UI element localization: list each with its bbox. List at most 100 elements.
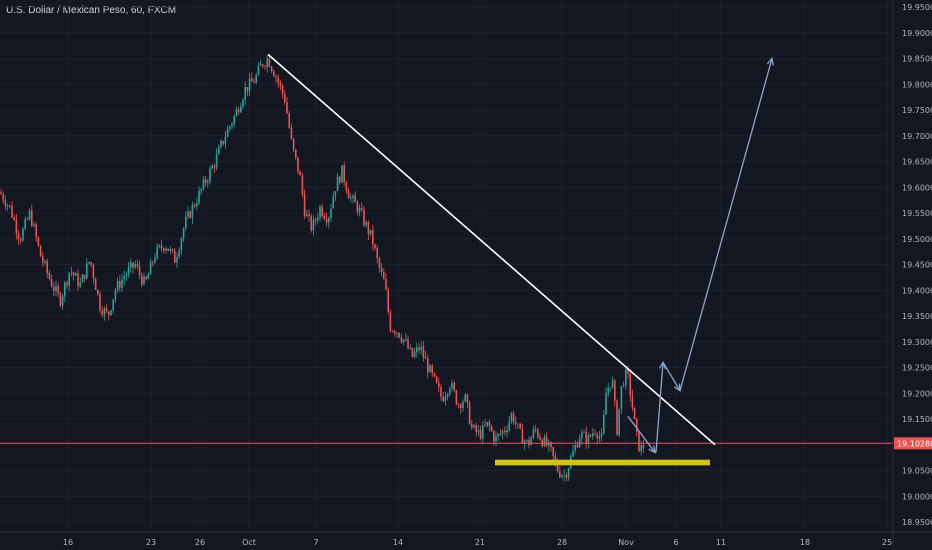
candle-body (468, 402, 471, 425)
candle-body (143, 276, 145, 285)
candle-body (330, 208, 332, 218)
candle-body (59, 293, 62, 306)
drawings[interactable] (267, 53, 774, 466)
candle-body (158, 245, 161, 247)
candle-body (319, 206, 321, 218)
candle-body (165, 248, 167, 251)
candle-body (471, 424, 473, 428)
y-tick-label: 19.55000 (902, 209, 932, 218)
candle-body (97, 289, 99, 294)
candle-body (374, 244, 376, 249)
candle-body (473, 425, 475, 428)
candle-body (308, 214, 310, 216)
candle-body (242, 99, 244, 107)
candle-body (501, 430, 504, 434)
candle-body (534, 429, 537, 431)
candle-body (389, 311, 392, 332)
candle-body (275, 76, 277, 78)
candle-body (607, 388, 609, 394)
candle-body (204, 179, 207, 183)
candle-body (402, 339, 405, 342)
candle-body (341, 165, 343, 183)
y-tick-label: 19.70000 (902, 132, 932, 141)
trendline[interactable] (267, 53, 716, 446)
candle-body (372, 229, 374, 245)
candle-body (517, 423, 519, 425)
candle-body (83, 274, 86, 279)
candle-body (306, 214, 308, 217)
candle-body (442, 396, 444, 402)
candle-body (264, 66, 266, 68)
candle-body (132, 262, 134, 268)
projection-arrow[interactable] (662, 362, 681, 392)
candle-body (581, 432, 583, 439)
y-tick-label: 19.75000 (902, 106, 932, 115)
candle-body (9, 205, 11, 207)
x-tick-label: 14 (393, 538, 403, 547)
candle-body (328, 217, 330, 223)
candle-body (642, 445, 645, 449)
candle-body (114, 290, 117, 300)
candle-body (438, 382, 440, 387)
candle-body (499, 433, 502, 435)
candle-body (55, 286, 57, 291)
candle-body (37, 237, 40, 246)
candle-body (457, 404, 460, 406)
candle-body (48, 272, 51, 280)
candle-body (512, 413, 515, 423)
candle-body (20, 239, 22, 241)
candle-body (449, 388, 451, 394)
candle-body (631, 395, 634, 408)
candle-body (490, 426, 493, 432)
current-price-value: 19.10280 (897, 439, 932, 448)
projection-arrow[interactable] (679, 58, 773, 391)
x-tick-label: 21 (475, 538, 485, 547)
candle-body (160, 245, 163, 249)
candle-body (266, 58, 268, 67)
candle-body (50, 279, 53, 287)
candle-body (361, 208, 363, 211)
candle-body (301, 175, 304, 195)
x-tick-label: 26 (195, 538, 205, 547)
projection-arrow[interactable] (655, 362, 664, 453)
y-tick-label: 19.95000 (902, 3, 932, 12)
candle-body (409, 347, 411, 349)
candle-body (365, 222, 367, 226)
candle-body (277, 77, 279, 83)
candle-body (176, 256, 178, 263)
candle-body (339, 176, 341, 183)
support-zone[interactable] (495, 459, 710, 466)
candle-body (543, 436, 546, 446)
candle-body (609, 387, 612, 389)
candle-body (385, 279, 387, 290)
candle-body (218, 147, 220, 155)
candle-body (154, 257, 156, 263)
candle-body (268, 58, 271, 67)
projection-arrow[interactable] (627, 416, 656, 453)
candle-body (640, 445, 642, 452)
candle-body (317, 217, 319, 221)
candle-body (248, 78, 251, 92)
y-tick-label: 19.60000 (902, 183, 932, 192)
y-tick-label: 19.05000 (902, 467, 932, 476)
candle-body (24, 219, 26, 229)
candle-body (4, 200, 7, 207)
candle-body (145, 276, 147, 280)
candle-body (105, 308, 108, 312)
candle-body (334, 191, 337, 197)
candle-body (174, 250, 176, 263)
candle-body (156, 246, 158, 258)
candle-body (92, 265, 95, 279)
candle-body (211, 165, 213, 169)
candle-body (297, 157, 299, 173)
candle-body (281, 85, 284, 94)
y-tick-label: 19.90000 (902, 29, 932, 38)
grid (0, 0, 893, 532)
candle-body (163, 248, 165, 251)
candle-body (185, 216, 187, 229)
candle-body (187, 211, 189, 217)
candle-body (565, 474, 568, 478)
candle-body (572, 450, 574, 457)
candle-body (35, 224, 37, 238)
